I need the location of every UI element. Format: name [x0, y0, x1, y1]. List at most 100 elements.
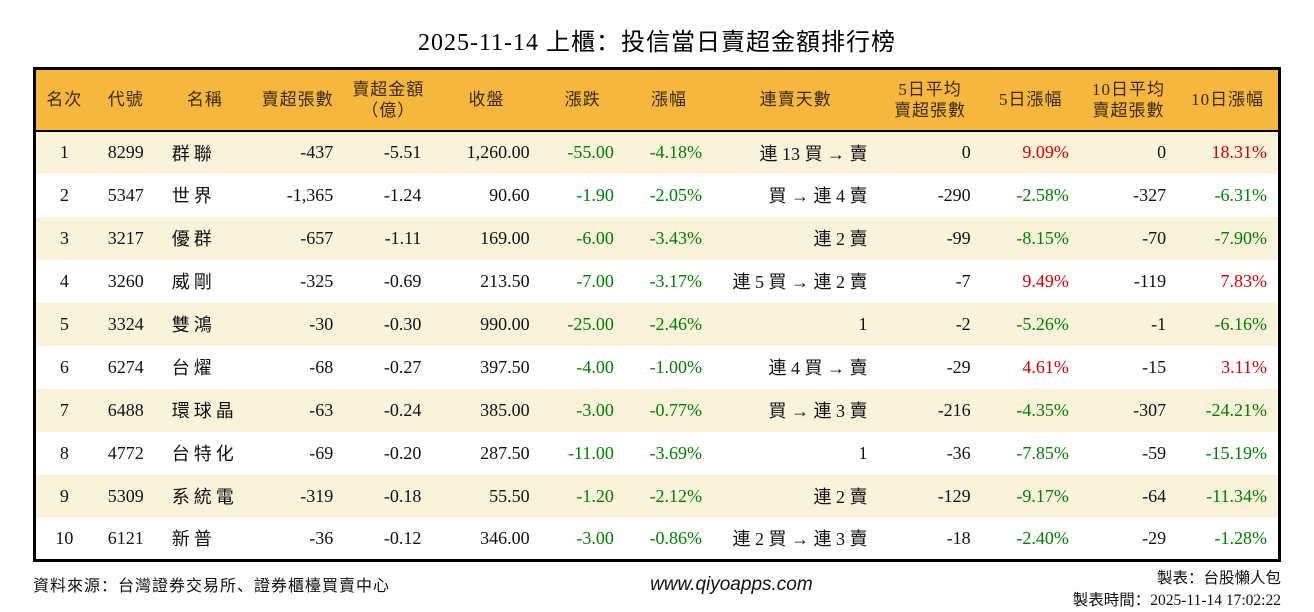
table-row: 5 3324 雙鴻 -30 -0.30 990.00 -25.00 -2.46% 1 -2 -5.2…	[34, 302, 1280, 346]
cell-rank: 1	[59, 142, 69, 162]
cell-change_pct: -2.05%	[649, 184, 703, 205]
cell-change_pct: -2.46%	[649, 313, 703, 334]
cell-change_pct: -2.12%	[649, 485, 703, 506]
cell-close: 397.50	[480, 356, 530, 377]
cell-rank: 6	[59, 356, 69, 377]
cell-net_sell_shares: -69	[309, 442, 334, 463]
cell-code: 6121	[107, 527, 144, 548]
column-header-5: 收盤	[432, 68, 541, 132]
column-header-3: 賣超張數	[251, 68, 345, 132]
table-row: 1 8299 群聯 -437 -5.51 1,260.00 -55.00 -4.18% 連 13…	[34, 130, 1280, 174]
cell-code: 3260	[107, 270, 144, 291]
timestamp-note: 製表時間：2025-11-14 17:02:22	[1072, 592, 1281, 610]
cell-change_pct: -3.17%	[649, 270, 703, 291]
cell-net_sell_amount: -0.69	[383, 270, 422, 291]
cell-pct5: -7.85%	[1016, 442, 1069, 463]
cell-close: 385.00	[480, 399, 530, 420]
cell-name: 優群	[171, 229, 216, 249]
cell-code: 6488	[107, 399, 144, 420]
cell-net_sell_shares: -319	[300, 485, 334, 506]
cell-avg10: -64	[1142, 485, 1167, 506]
table-row: 9 5309 系統電 -319 -0.18 55.50 -1.20 -2.12% 連 2 賣 -1…	[34, 474, 1280, 518]
cell-net_sell_amount: -0.12	[383, 527, 422, 548]
cell-close: 213.50	[480, 270, 530, 291]
cell-code: 4772	[107, 442, 144, 463]
cell-avg5: 0	[961, 142, 971, 162]
cell-pct5: -8.15%	[1016, 227, 1069, 248]
cell-pct5: -9.17%	[1016, 485, 1069, 506]
cell-rank: 9	[59, 485, 69, 506]
cell-pct5: -5.26%	[1016, 313, 1069, 334]
cell-change: -3.00	[576, 399, 614, 420]
cell-close: 90.60	[489, 184, 530, 205]
data-source-note: 資料來源：台灣證券交易所、證券櫃檯買賣中心	[33, 578, 391, 595]
cell-net_sell_amount: -1.24	[383, 184, 422, 205]
cell-net_sell_amount: -0.20	[383, 442, 422, 463]
cell-pct5: 4.61%	[1022, 356, 1069, 377]
cell-net_sell_shares: -36	[309, 527, 334, 548]
cell-avg5: -216	[937, 399, 971, 420]
cell-change_pct: -0.86%	[649, 527, 703, 548]
cell-net_sell_shares: -437	[300, 142, 334, 162]
cell-pct10: -24.21%	[1205, 399, 1268, 420]
cell-name: 群聯	[171, 143, 216, 164]
cell-rank: 5	[59, 313, 69, 334]
cell-streak: 連 4 買 → 賣	[768, 358, 868, 378]
ranking-table: 名次 代號 名稱 賣超張數 賣超金額 （億） 收盤 漲跌 漲幅 連賣天數 5日平均 賣超張數 5日漲…	[33, 67, 1281, 562]
cell-name: 台燿	[171, 358, 216, 378]
cell-rank: 7	[59, 399, 69, 420]
cell-pct10: -15.19%	[1205, 442, 1268, 463]
column-header-7: 漲幅	[624, 68, 714, 132]
cell-pct5: -2.58%	[1016, 184, 1069, 205]
cell-change: -7.00	[576, 270, 614, 291]
cell-avg5: -7	[955, 270, 971, 291]
cell-net_sell_shares: -657	[300, 227, 334, 248]
column-header-4: 賣超金額 （億）	[344, 68, 433, 132]
cell-change_pct: -4.18%	[649, 142, 703, 162]
column-header-10: 5日漲幅	[981, 68, 1080, 132]
maker-note: 製表：台股懶人包	[1156, 570, 1281, 587]
cell-close: 1,260.00	[466, 142, 530, 162]
cell-code: 5347	[107, 184, 144, 205]
cell-avg5: -36	[946, 442, 971, 463]
cell-name: 系統電	[171, 487, 238, 507]
cell-change_pct: -3.69%	[649, 442, 703, 463]
cell-streak: 1	[858, 442, 868, 463]
cell-pct10: -1.28%	[1214, 527, 1268, 548]
table-header: 名次 代號 名稱 賣超張數 賣超金額 （億） 收盤 漲跌 漲幅 連賣天數 5日平均 賣超張數 5日漲…	[34, 68, 1280, 132]
cell-streak: 連 5 買 → 連 2 賣	[732, 272, 868, 292]
cell-avg5: -290	[937, 184, 971, 205]
cell-net_sell_shares: -1,365	[286, 184, 334, 205]
cell-net_sell_amount: -0.24	[383, 399, 422, 420]
column-header-8: 連賣天數	[713, 68, 879, 132]
column-header-0: 名次	[34, 68, 93, 132]
cell-avg10: -70	[1142, 227, 1167, 248]
cell-change: -3.00	[576, 527, 614, 548]
cell-net_sell_amount: -1.11	[384, 227, 422, 248]
cell-net_sell_amount: -5.51	[383, 142, 422, 162]
cell-streak: 連 2 賣	[813, 229, 868, 249]
cell-code: 6274	[107, 356, 144, 377]
cell-code: 8299	[107, 142, 144, 162]
cell-change: -4.00	[576, 356, 614, 377]
table-row: 3 3217 優群 -657 -1.11 169.00 -6.00 -3.43% 連 2 賣 -9…	[34, 216, 1280, 260]
cell-close: 287.50	[480, 442, 530, 463]
cell-streak: 連 13 買 → 賣	[759, 143, 868, 164]
cell-change: -55.00	[567, 142, 614, 162]
cell-name: 威剛	[171, 272, 216, 292]
cell-pct5: 9.09%	[1022, 142, 1069, 162]
cell-net_sell_shares: -325	[300, 270, 334, 291]
cell-pct10: 18.31%	[1211, 142, 1268, 162]
cell-rank: 8	[59, 442, 69, 463]
column-header-6: 漲跌	[540, 68, 625, 132]
column-header-9: 5日平均 賣超張數	[878, 68, 982, 132]
cell-net_sell_shares: -68	[309, 356, 334, 377]
column-header-11: 10日平均 賣超張數	[1079, 68, 1178, 132]
table-row: 4 3260 威剛 -325 -0.69 213.50 -7.00 -3.17% 連 5 買 →…	[34, 259, 1280, 303]
cell-name: 雙鴻	[171, 315, 216, 335]
cell-code: 3217	[107, 227, 144, 248]
cell-avg10: -307	[1133, 399, 1167, 420]
cell-close: 55.50	[489, 485, 530, 506]
cell-avg5: -2	[955, 313, 971, 334]
cell-avg10: -119	[1133, 270, 1167, 291]
